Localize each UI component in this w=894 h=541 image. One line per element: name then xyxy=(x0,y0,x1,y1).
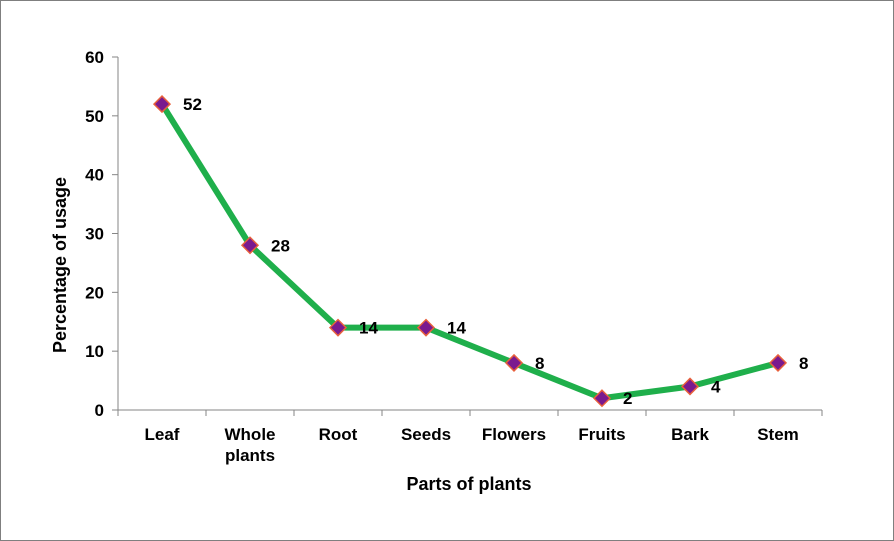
x-axis-title: Parts of plants xyxy=(406,474,531,494)
x-tick-label: Stem xyxy=(757,425,799,444)
x-tick-label: Whole xyxy=(225,425,276,444)
x-tick-label: Root xyxy=(319,425,358,444)
data-label: 52 xyxy=(183,95,202,114)
x-tick-label: Fruits xyxy=(578,425,625,444)
x-tick-label: Flowers xyxy=(482,425,546,444)
data-label: 28 xyxy=(271,236,290,255)
data-point-marker xyxy=(592,389,612,408)
x-tick-label: plants xyxy=(225,446,275,465)
data-label: 4 xyxy=(711,377,721,396)
y-tick-label: 0 xyxy=(95,401,104,420)
y-tick-label: 10 xyxy=(85,342,104,361)
x-tick-label: Leaf xyxy=(145,425,180,444)
data-label: 8 xyxy=(535,354,544,373)
y-tick-label: 50 xyxy=(85,107,104,126)
y-axis: 0 10 20 30 40 50 60 xyxy=(85,48,119,420)
y-tick-label: 20 xyxy=(85,283,104,302)
y-tick-label: 40 xyxy=(85,166,104,185)
data-point-marker xyxy=(416,318,436,337)
series-line xyxy=(159,101,781,402)
data-point-marker xyxy=(152,95,172,114)
data-label: 14 xyxy=(359,319,378,338)
data-label: 8 xyxy=(799,354,808,373)
y-axis-title: Percentage of usage xyxy=(50,177,70,353)
y-tick-label: 60 xyxy=(85,48,104,67)
y-tick-label: 30 xyxy=(85,225,104,244)
data-label: 2 xyxy=(623,389,632,408)
x-axis: Leaf Whole plants Root Seeds Flowers Fruits Bar… xyxy=(117,409,823,465)
series-percentage: 52 28 14 14 8 2 4 8 xyxy=(152,95,808,408)
data-point-marker xyxy=(680,377,700,396)
data-point-marker xyxy=(768,353,788,372)
x-tick-label: Seeds xyxy=(401,425,451,444)
data-point-marker xyxy=(504,353,524,372)
data-label: 14 xyxy=(447,319,466,338)
x-tick-label: Bark xyxy=(671,425,709,444)
data-point-marker xyxy=(328,318,348,337)
data-point-marker xyxy=(240,236,260,255)
